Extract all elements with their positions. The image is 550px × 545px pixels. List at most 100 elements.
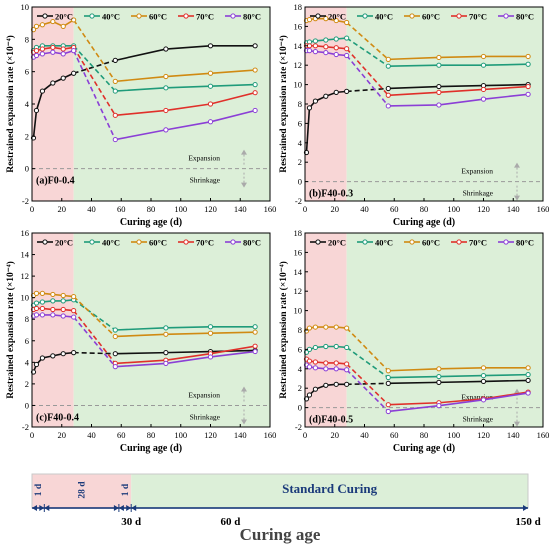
- data-point-80°C-90: [436, 403, 442, 409]
- data-point-20°C-3: [306, 392, 313, 398]
- data-point-40°C-7: [312, 344, 319, 351]
- data-point-80°C-7: [312, 49, 319, 55]
- annotation-expansion: Expansion: [461, 167, 493, 176]
- data-point-80°C-28: [344, 52, 350, 59]
- x-tick-label: 100: [447, 430, 460, 440]
- x-tick-label: 120: [477, 204, 490, 214]
- legend-marker-40°C: [89, 239, 95, 245]
- y-tick-label: 4: [25, 99, 30, 109]
- series-line-late-20°C: [388, 83, 529, 90]
- data-point-20°C-90: [436, 379, 442, 385]
- y-axis-title: Restrained expansion rate (×10⁻⁴): [278, 35, 289, 173]
- data-point-70°C-120: [480, 86, 487, 93]
- data-point-20°C-120: [207, 43, 214, 49]
- legend-label: 70°C: [469, 238, 487, 248]
- data-point-20°C-7: [312, 98, 319, 104]
- series-line-late-80°C: [115, 350, 256, 368]
- x-tick-label: 60: [117, 204, 126, 214]
- legend-marker-70°C: [456, 239, 462, 245]
- data-point-40°C-150: [525, 372, 531, 378]
- data-point-60°C-3: [306, 325, 313, 331]
- data-point-80°C-28: [344, 367, 350, 373]
- data-point-70°C-7: [312, 359, 319, 365]
- series-line-late-20°C: [115, 44, 256, 62]
- x-tick-label: 80: [147, 204, 156, 214]
- segment-arrowhead-left: [32, 505, 37, 511]
- legend-marker-60°C: [136, 239, 142, 245]
- data-point-70°C-56: [385, 92, 391, 98]
- legend-marker-70°C: [183, 13, 189, 19]
- data-point-60°C-150: [252, 67, 258, 73]
- series-line-late-60°C: [115, 69, 256, 83]
- data-point-60°C-7: [312, 324, 319, 330]
- data-point-60°C-7: [39, 22, 46, 28]
- standard-curing-band: [131, 474, 528, 508]
- y-tick-label: 4: [298, 364, 303, 374]
- x-tick-label: 40: [87, 204, 96, 214]
- legend-marker-20°C: [315, 13, 321, 19]
- data-point-40°C-3: [33, 300, 40, 306]
- y-tick-label: 0: [25, 164, 29, 174]
- data-point-60°C-56: [112, 78, 118, 84]
- legend-marker-80°C: [503, 13, 509, 19]
- data-point-60°C-28: [71, 17, 77, 23]
- data-point-60°C-150: [525, 365, 531, 371]
- legend-label: 80°C: [243, 238, 261, 248]
- x-tick-label: 120: [204, 204, 217, 214]
- shrinkage-arrowhead: [514, 421, 520, 427]
- y-tick-label: -2: [22, 422, 29, 432]
- x-axis-title: Curing age (d): [120, 443, 182, 454]
- x-tick-label: 40: [360, 430, 369, 440]
- y-tick-label: 6: [25, 336, 29, 346]
- shrinkage-arrowhead: [241, 182, 247, 188]
- y-tick-label: 12: [294, 286, 303, 296]
- legend-marker-60°C: [136, 13, 142, 19]
- annotation-shrinkage: Shrinkage: [190, 176, 221, 185]
- panel-label: (a)F0-0.4: [36, 176, 75, 187]
- legend-label: 80°C: [516, 12, 534, 22]
- standard-curing-zone: [346, 233, 543, 427]
- timeline-title: Curing age: [240, 525, 321, 544]
- data-point-60°C-90: [163, 331, 169, 337]
- data-point-60°C-150: [252, 329, 258, 335]
- data-point-20°C-7: [39, 88, 46, 94]
- y-tick-label: 12: [21, 271, 30, 281]
- data-point-80°C-14: [50, 312, 56, 318]
- segment-arrowhead-right: [126, 505, 132, 511]
- series-line-late-70°C: [388, 391, 529, 406]
- series-transition-80°C: [72, 50, 117, 140]
- data-point-80°C-28: [71, 48, 77, 54]
- data-point-40°C-56: [112, 327, 118, 333]
- data-point-80°C-90: [436, 102, 442, 108]
- x-tick-label: 60: [390, 430, 399, 440]
- data-point-20°C-14: [50, 80, 56, 86]
- data-point-60°C-21: [60, 23, 66, 29]
- data-point-20°C-28: [344, 88, 350, 94]
- y-tick-label: 16: [294, 21, 303, 31]
- x-tick-label: 0: [303, 204, 307, 214]
- x-tick-label: 60: [390, 204, 399, 214]
- data-point-80°C-150: [252, 107, 258, 114]
- data-point-40°C-90: [163, 325, 169, 331]
- expansion-arrowhead: [514, 388, 520, 394]
- data-point-60°C-21: [60, 292, 66, 299]
- timeline-tick-label: 60 d: [220, 516, 240, 528]
- data-point-40°C-7: [39, 299, 46, 305]
- data-point-20°C-28: [71, 350, 77, 356]
- x-tick-label: 20: [331, 430, 340, 440]
- y-tick-label: 8: [25, 314, 29, 324]
- series-line-late-70°C: [115, 91, 256, 117]
- data-point-80°C-3: [306, 364, 313, 370]
- y-tick-label: 2: [298, 383, 302, 393]
- data-point-40°C-150: [252, 82, 258, 88]
- segment-arrowhead-left: [44, 505, 50, 511]
- x-tick-label: 100: [447, 204, 460, 214]
- segment-arrowhead-right: [523, 505, 528, 511]
- legend-label: 40°C: [102, 238, 120, 248]
- y-tick-label: 0: [25, 400, 29, 410]
- y-tick-label: 2: [25, 131, 29, 141]
- series-line-late-40°C: [115, 325, 256, 331]
- x-axis-title: Curing age (d): [393, 443, 455, 454]
